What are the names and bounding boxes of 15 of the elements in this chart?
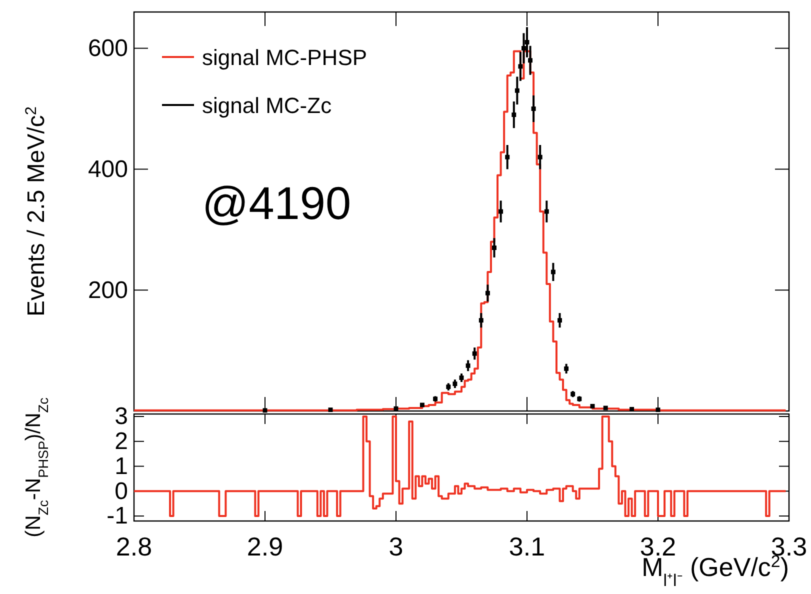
- y-tick-label: 400: [88, 156, 128, 183]
- x-tick-label: 2.9: [246, 531, 284, 562]
- y-tick-label: 3: [114, 403, 128, 430]
- x-tick-label: 2.8: [116, 531, 152, 562]
- y-tick-label: -1: [106, 502, 128, 530]
- y-tick-label: 600: [88, 34, 128, 62]
- y-tick-label: 0: [114, 478, 128, 505]
- annotation: @4190: [202, 177, 352, 229]
- x-tick-label: 3.1: [508, 531, 546, 562]
- x-tick-label: 3: [388, 531, 404, 562]
- y-tick-label: 200: [88, 276, 128, 304]
- legend-label: signal MC-PHSP: [202, 45, 368, 70]
- legend-label: signal MC-Zc: [202, 93, 332, 118]
- y-tick-label: 2: [114, 428, 128, 456]
- y-tick-label: 1: [114, 452, 128, 480]
